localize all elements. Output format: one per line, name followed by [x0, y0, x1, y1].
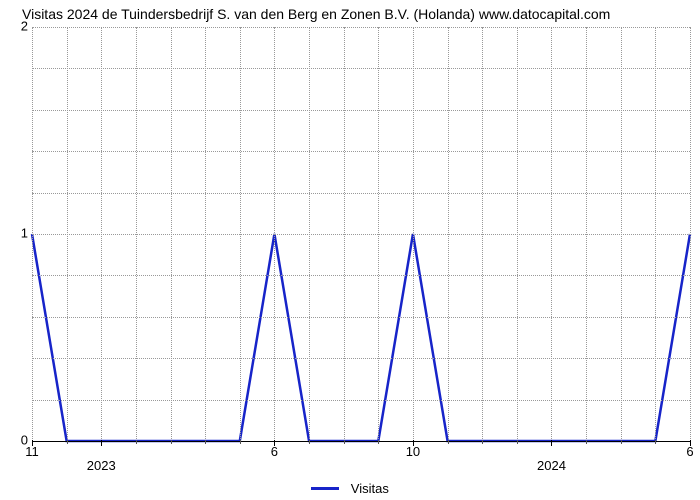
x-grid: [551, 27, 552, 441]
x-tick-label: 11: [25, 444, 39, 459]
x-grid: [32, 27, 33, 441]
chart-title: Visitas 2024 de Tuindersbedrijf S. van d…: [22, 6, 610, 22]
x-grid: [101, 27, 102, 441]
x-tick-mark: [517, 440, 518, 444]
y-grid-minor: [32, 358, 690, 359]
x-tick-label: 10: [406, 444, 420, 459]
x-grid: [67, 27, 68, 441]
x-grid: [586, 27, 587, 441]
x-tick-mark: [621, 440, 622, 444]
x-year-label: 2023: [87, 458, 116, 473]
x-grid: [378, 27, 379, 441]
x-grid: [240, 27, 241, 441]
x-grid: [136, 27, 137, 441]
x-tick-mark: [136, 440, 137, 444]
plot-area: [32, 26, 690, 441]
x-year-label: 2024: [537, 458, 566, 473]
legend: Visitas: [0, 480, 700, 496]
x-grid: [171, 27, 172, 441]
y-grid-minor: [32, 400, 690, 401]
x-tick-mark: [551, 440, 552, 446]
x-tick-mark: [586, 440, 587, 444]
x-grid: [517, 27, 518, 441]
x-tick-label: 6: [271, 444, 278, 459]
y-tick-label: 1: [21, 226, 28, 241]
legend-label: Visitas: [351, 481, 389, 496]
y-grid-minor: [32, 110, 690, 111]
y-grid-major: [32, 234, 690, 235]
x-grid: [690, 27, 691, 441]
x-grid: [413, 27, 414, 441]
y-tick-label: 2: [21, 19, 28, 34]
x-grid: [448, 27, 449, 441]
x-tick-mark: [448, 440, 449, 444]
x-grid: [274, 27, 275, 441]
legend-swatch: [311, 487, 339, 490]
y-grid-minor: [32, 68, 690, 69]
x-tick-row: [32, 440, 690, 450]
y-grid-major: [32, 27, 690, 28]
y-grid-minor: [32, 317, 690, 318]
x-grid: [655, 27, 656, 441]
x-tick-mark: [101, 440, 102, 446]
visits-chart: Visitas 2024 de Tuindersbedrijf S. van d…: [0, 0, 700, 500]
x-grid: [205, 27, 206, 441]
x-grid: [309, 27, 310, 441]
x-grid: [621, 27, 622, 441]
x-tick-mark: [205, 440, 206, 444]
x-tick-mark: [67, 440, 68, 444]
x-tick-mark: [655, 440, 656, 444]
x-tick-mark: [344, 440, 345, 444]
x-tick-mark: [482, 440, 483, 444]
y-grid-minor: [32, 151, 690, 152]
x-grid: [344, 27, 345, 441]
x-tick-mark: [240, 440, 241, 444]
x-grid: [482, 27, 483, 441]
y-grid-minor: [32, 275, 690, 276]
x-tick-mark: [378, 440, 379, 444]
x-tick-label: 6: [686, 444, 693, 459]
x-tick-mark: [171, 440, 172, 444]
y-grid-minor: [32, 193, 690, 194]
x-tick-mark: [309, 440, 310, 444]
visits-line: [32, 234, 690, 441]
